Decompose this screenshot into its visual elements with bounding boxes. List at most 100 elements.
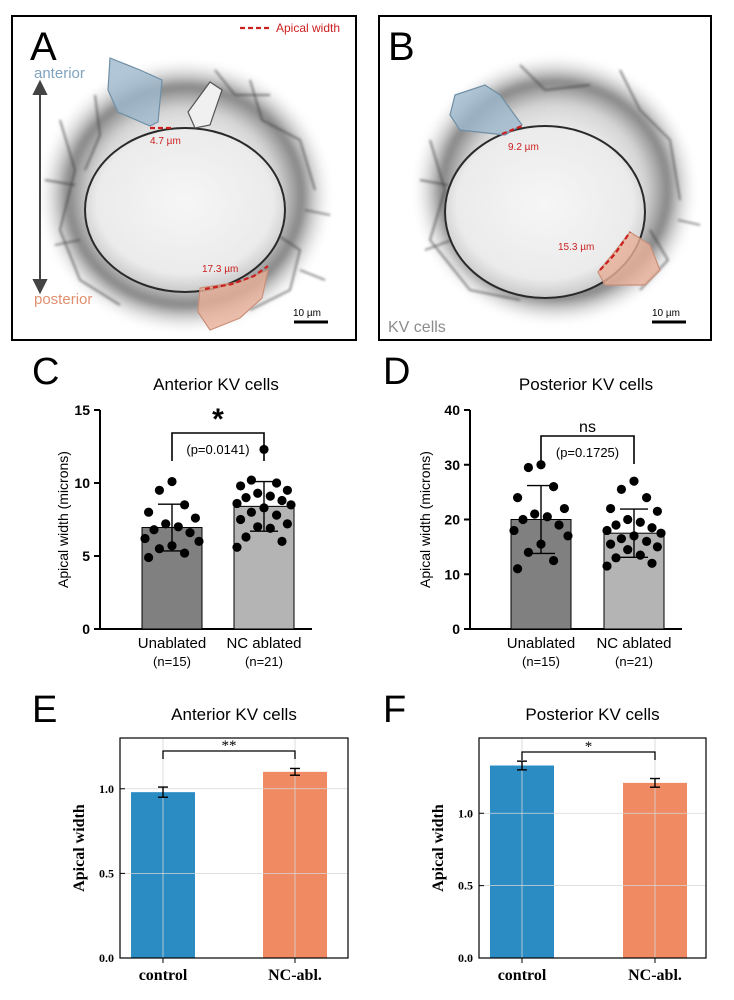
data-point xyxy=(642,493,652,503)
data-point xyxy=(173,522,183,532)
data-point xyxy=(272,478,282,488)
posterior-cell-highlight-b xyxy=(597,231,661,286)
data-point xyxy=(549,482,559,492)
data-point xyxy=(246,475,256,485)
panel-b: B 9.2 µm 15.3 µm 10 µm KV cells xyxy=(378,15,712,341)
anterior-label: anterior xyxy=(34,65,85,82)
data-point xyxy=(513,564,523,574)
data-point xyxy=(277,495,287,506)
chart-title: Posterior KV cells xyxy=(519,375,653,394)
data-point xyxy=(623,545,633,555)
data-point xyxy=(542,512,552,522)
data-point xyxy=(554,520,564,530)
kv-cells-caption: KV cells xyxy=(388,319,446,336)
x-tick-label: control xyxy=(498,967,547,984)
chart-title: Posterior KV cells xyxy=(525,705,659,724)
data-point xyxy=(616,534,627,544)
y-axis-label: Apical width (microns) xyxy=(417,451,433,588)
data-point xyxy=(241,532,251,542)
data-point xyxy=(282,485,292,495)
data-point xyxy=(623,514,633,525)
p-value-label: (p=0.0141) xyxy=(186,442,249,457)
y-tick-label: 1.0 xyxy=(458,806,473,820)
data-point xyxy=(652,542,663,552)
data-point xyxy=(277,536,287,547)
measure-line-top-b xyxy=(501,124,523,136)
p-value-label: (p=0.1725) xyxy=(556,445,619,460)
data-point xyxy=(642,536,652,547)
y-tick-label: 0.5 xyxy=(99,866,114,880)
data-point xyxy=(563,531,573,541)
chart-c: Anterior KV cells 0 5 10 15 Apical width (mic… xyxy=(55,375,312,669)
y-tick-label: 1.0 xyxy=(99,782,114,796)
measure-label-top-b: 9.2 µm xyxy=(508,142,539,153)
y-tick-label: 5 xyxy=(82,548,90,564)
data-point xyxy=(253,522,263,532)
x-tick-label: NC ablated xyxy=(226,635,301,652)
measure-line-bottom xyxy=(204,265,269,291)
y-tick-label: 0 xyxy=(82,621,90,637)
data-point xyxy=(232,542,242,552)
panel-e-letter: E xyxy=(32,689,57,731)
x-tick-label: Unablated xyxy=(507,635,575,652)
data-point xyxy=(530,509,540,519)
axis-arrow-icon xyxy=(32,79,48,295)
measure-label-bottom-b: 15.3 µm xyxy=(558,242,594,253)
panel-d-letter: D xyxy=(383,351,410,393)
y-tick-label: 10 xyxy=(444,566,460,582)
data-point xyxy=(652,506,663,516)
data-point xyxy=(259,503,269,513)
significance-label: ns xyxy=(579,419,596,436)
data-point xyxy=(606,539,616,549)
measure-label-top: 4.7 µm xyxy=(150,136,181,147)
data-point xyxy=(167,541,177,551)
data-point xyxy=(282,519,292,529)
chart-e: Anterior KV cells control NC-abl. 0.0 0.5 1.0… xyxy=(71,705,349,984)
data-point xyxy=(616,484,627,494)
data-point xyxy=(602,525,612,536)
data-point xyxy=(518,514,528,525)
y-tick-label: 0.0 xyxy=(99,951,114,965)
data-point xyxy=(161,519,171,529)
data-point xyxy=(635,517,645,527)
scale-bar-label: 10 µm xyxy=(293,308,321,319)
data-point xyxy=(253,488,263,498)
data-point xyxy=(167,476,177,487)
significance-label: * xyxy=(585,739,593,755)
chart-title: Anterior KV cells xyxy=(171,705,297,724)
kv-image-b xyxy=(410,52,701,328)
kv-image-a xyxy=(35,56,335,336)
data-point xyxy=(180,500,190,510)
y-tick-label: 20 xyxy=(444,512,460,528)
data-point xyxy=(513,493,523,503)
data-point xyxy=(606,503,616,514)
chart-f: Posterior KV cells control NC-abl. 0.0 0.5 1.… xyxy=(430,705,707,984)
data-point xyxy=(144,507,154,517)
data-point xyxy=(647,523,657,533)
data-point xyxy=(559,503,570,514)
data-point xyxy=(272,510,282,520)
x-tick-n: (n=15) xyxy=(522,654,560,669)
chart-d: Posterior KV cells 0 10 20 30 40 Apical width … xyxy=(417,375,682,669)
data-point xyxy=(611,553,621,563)
significance-bracket xyxy=(171,432,265,461)
scale-bar-label-b: 10 µm xyxy=(652,308,680,319)
data-point xyxy=(629,476,639,486)
data-point xyxy=(611,520,621,530)
data-point xyxy=(549,555,559,566)
x-tick-label: Unablated xyxy=(138,635,206,652)
x-tick-n: (n=21) xyxy=(615,654,653,669)
data-point xyxy=(523,547,534,557)
data-point xyxy=(265,491,275,501)
significance-label: ** xyxy=(222,738,237,754)
significance-bracket xyxy=(162,750,296,759)
data-point xyxy=(180,548,190,558)
y-tick-label: 40 xyxy=(444,402,460,418)
data-point xyxy=(144,552,154,563)
y-tick-label: 0.5 xyxy=(458,879,473,893)
data-point xyxy=(536,539,546,549)
x-tick-label: NC-abl. xyxy=(268,967,322,984)
plot-frame xyxy=(119,737,349,959)
data-point xyxy=(647,558,657,568)
